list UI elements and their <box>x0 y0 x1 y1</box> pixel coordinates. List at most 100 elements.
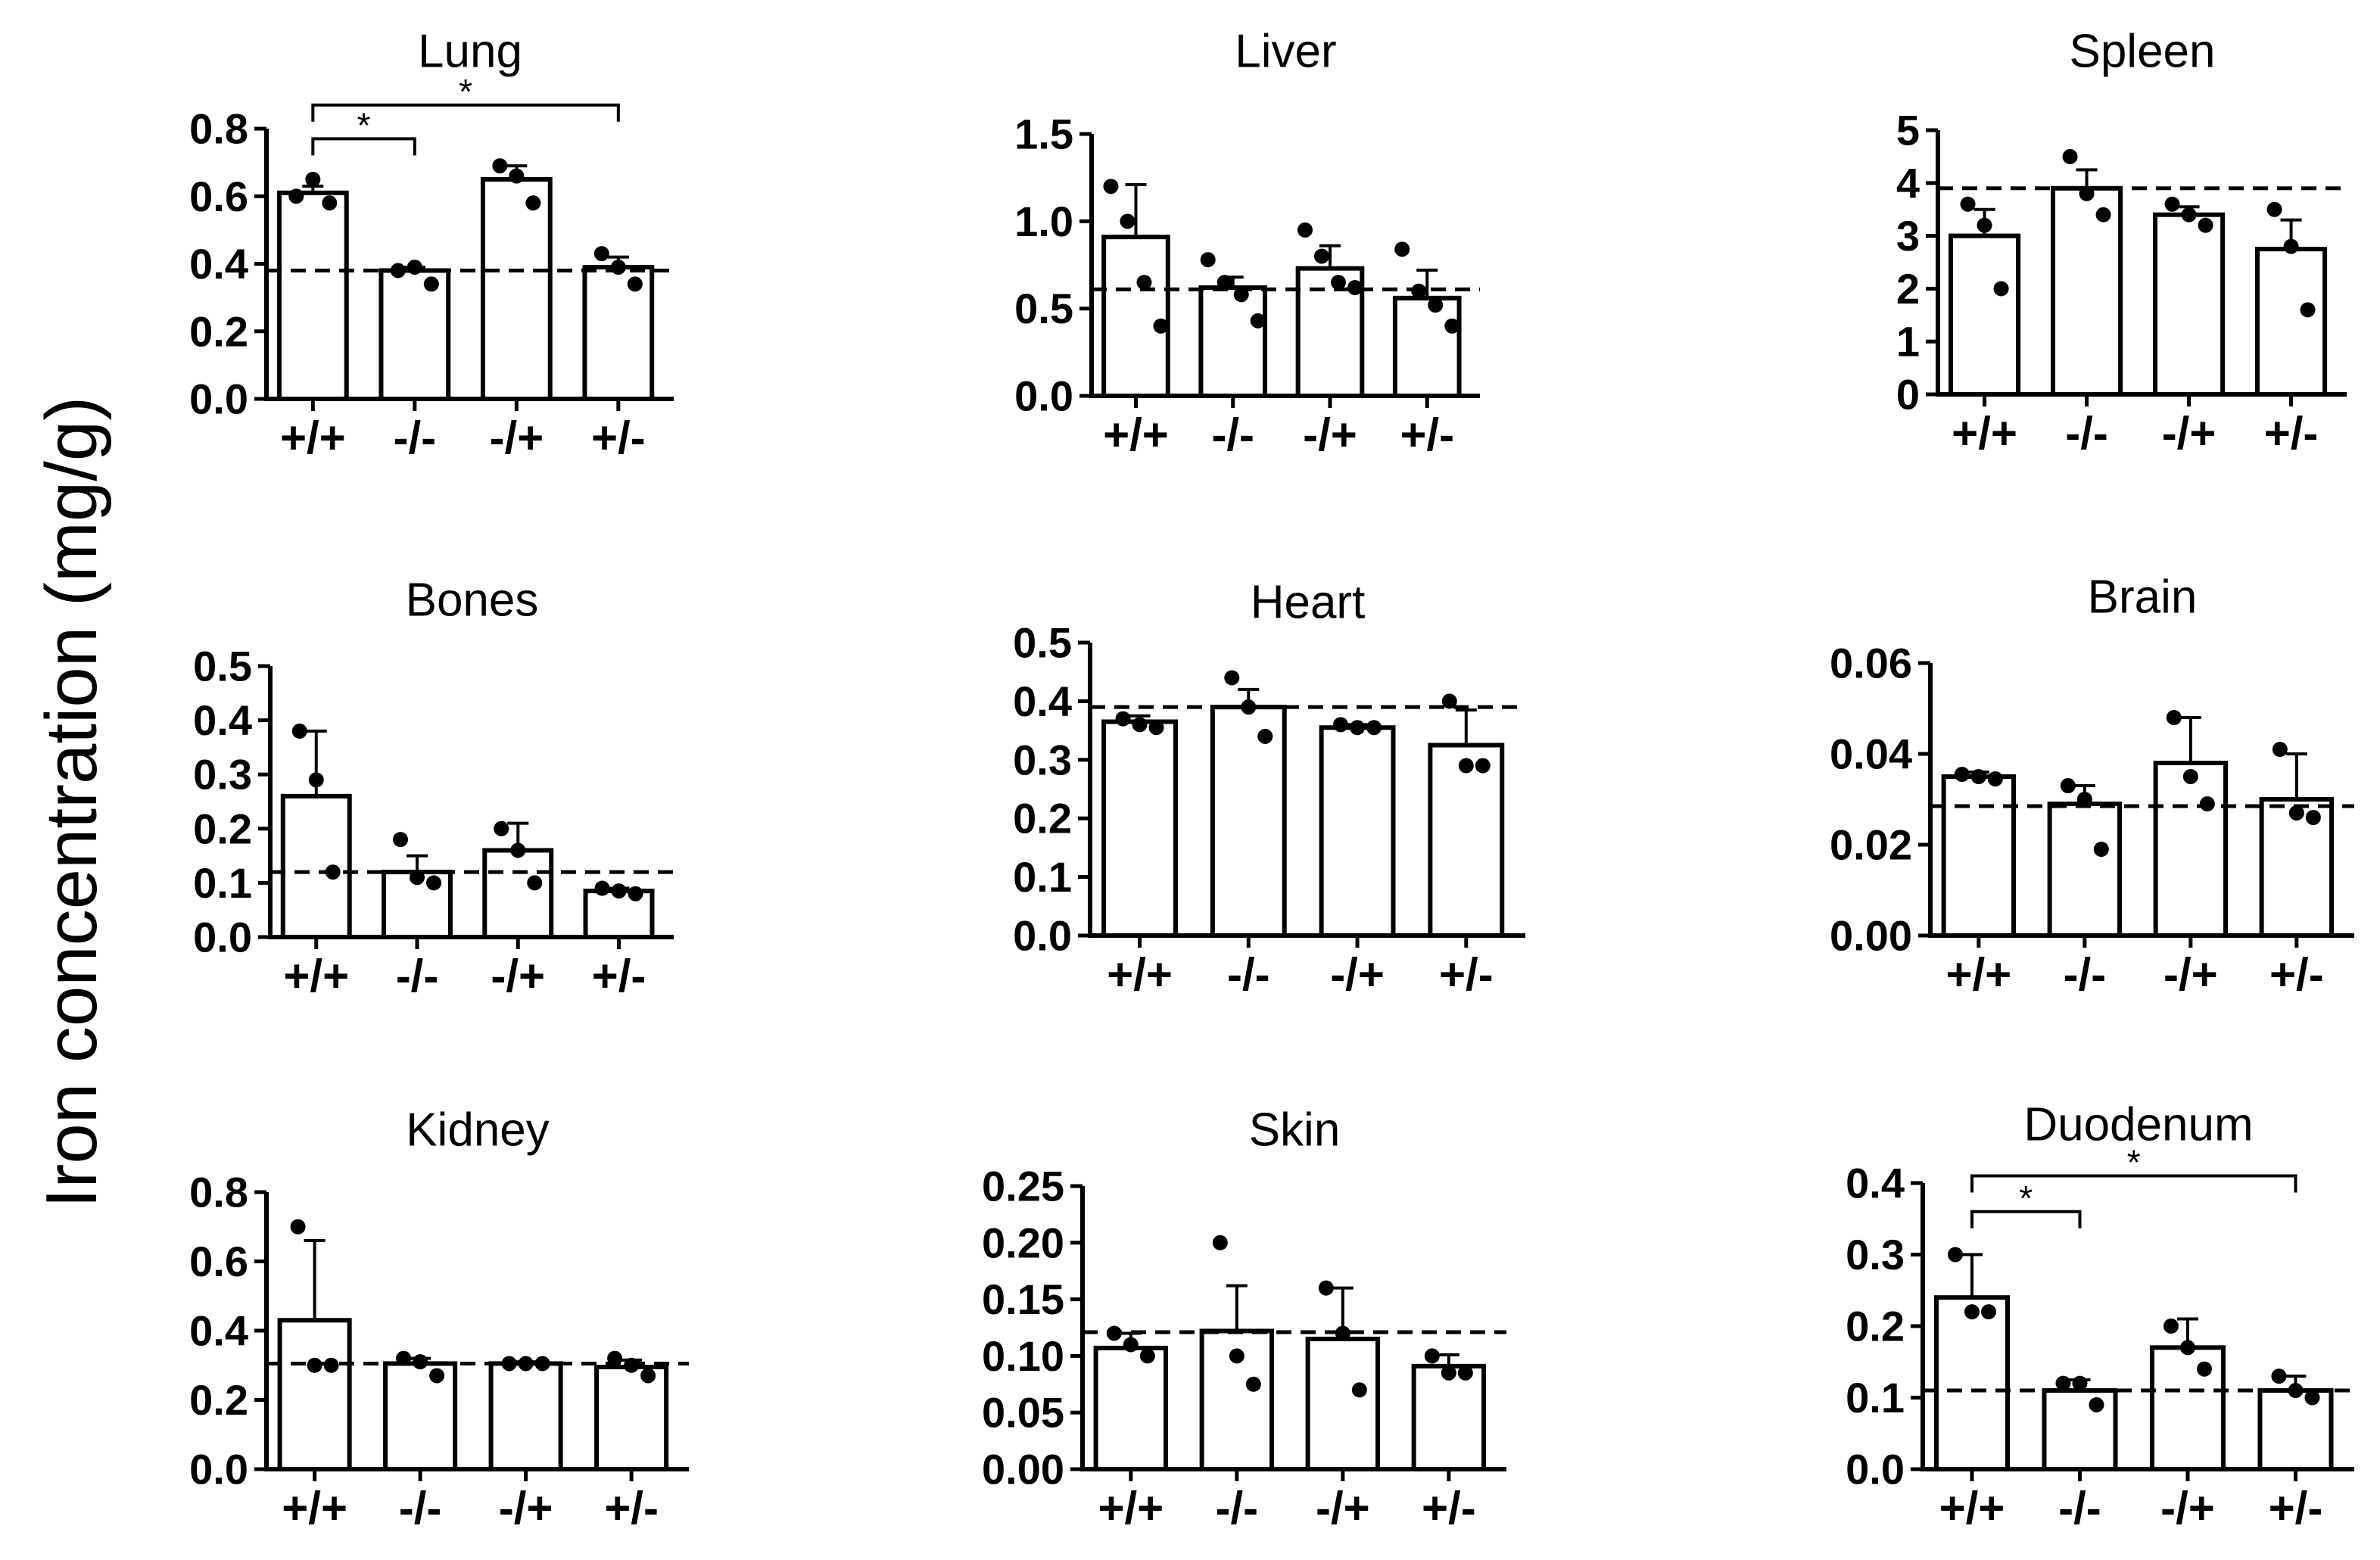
data-point <box>1257 728 1273 744</box>
data-point <box>627 276 643 292</box>
data-point <box>1424 1348 1440 1364</box>
data-point <box>628 886 643 901</box>
x-tick-label: +/- <box>592 951 646 1001</box>
data-point <box>290 1219 306 1235</box>
data-point <box>429 1368 445 1384</box>
bar <box>1093 1345 1169 1471</box>
y-tick-label: 0.00 <box>982 1446 1064 1493</box>
data-point <box>1441 693 1457 709</box>
y-tick-label: 0.4 <box>189 240 248 288</box>
significance-bracket <box>1970 1174 2297 1193</box>
bar <box>383 1361 458 1472</box>
x-tick-label: -/+ <box>499 1483 553 1534</box>
y-tick-label: 1 <box>1896 318 1920 366</box>
data-point <box>527 875 543 891</box>
data-point <box>525 195 541 211</box>
data-point <box>1297 222 1313 238</box>
data-point <box>1394 241 1410 257</box>
x-tick-label: +/- <box>604 1483 659 1534</box>
significance-bracket <box>311 103 620 122</box>
y-tick-label: 0.4 <box>193 696 252 744</box>
data-point <box>305 171 321 187</box>
chart-panel-spleen: Spleen 0 1 2 3 4 5 +/+ -/- -/+ +/- <box>1896 25 2347 459</box>
x-tick-label: +/+ <box>280 413 346 463</box>
y-tick-label: 0.15 <box>982 1275 1064 1323</box>
data-point <box>307 1357 322 1373</box>
bar <box>280 793 352 939</box>
data-point <box>1987 771 2003 786</box>
data-point <box>1347 279 1363 295</box>
x-tick-label: +/+ <box>1952 408 2017 459</box>
x-tick-label: -/- <box>2064 949 2107 1000</box>
y-tick-label: 0.0 <box>193 914 252 961</box>
data-point <box>322 195 338 211</box>
bar <box>488 1361 563 1472</box>
data-point <box>1318 1280 1334 1296</box>
bar <box>2255 247 2328 397</box>
data-point <box>2093 842 2109 857</box>
chart-panel-bones: Bones 0.0 0.1 0.2 0.3 0.4 0.5 +/+ -/- -/+ +/- <box>193 574 674 1001</box>
chart-title: Spleen <box>2069 25 2215 77</box>
y-tick-label: 0.1 <box>1846 1374 1905 1421</box>
bar <box>1941 774 2017 938</box>
data-point <box>1132 717 1148 733</box>
data-point <box>1977 217 1992 233</box>
data-point <box>1139 1348 1155 1364</box>
y-tick-label: 0.4 <box>189 1307 248 1355</box>
bar <box>2149 1345 2226 1471</box>
significance-label: * <box>2019 1179 2033 1218</box>
y-tick-label: 0.4 <box>1013 677 1072 725</box>
bar <box>2257 1388 2334 1472</box>
bar <box>2153 212 2226 397</box>
data-point <box>1350 720 1366 736</box>
bar <box>277 1318 352 1472</box>
chart-title: Duodenum <box>2023 1098 2253 1151</box>
y-tick-label: 0.1 <box>1013 853 1072 901</box>
data-point <box>518 1356 534 1372</box>
y-tick-label: 0.8 <box>189 1169 248 1216</box>
y-tick-label: 0.5 <box>1014 285 1073 332</box>
data-point <box>1153 318 1169 334</box>
data-point <box>2196 1361 2212 1377</box>
data-point <box>1458 758 1474 774</box>
data-point <box>2283 238 2299 254</box>
x-tick-label: -/- <box>394 413 437 463</box>
data-point <box>2199 796 2215 811</box>
data-point <box>1993 281 2009 297</box>
y-tick-label: 0.20 <box>982 1219 1064 1266</box>
y-tick-label: 0.06 <box>1830 640 1912 687</box>
bar <box>1198 285 1268 398</box>
x-tick-label: -/+ <box>2162 408 2216 459</box>
bar <box>2047 802 2123 938</box>
x-tick-label: -/+ <box>2160 1483 2215 1534</box>
data-point <box>1330 275 1346 291</box>
significance-label: * <box>2127 1143 2141 1182</box>
y-tick-label: 0.2 <box>193 805 252 852</box>
bar <box>1101 235 1170 398</box>
bar <box>1199 1328 1275 1472</box>
significance-bracket <box>1970 1210 2082 1228</box>
bar <box>2153 761 2229 938</box>
data-point <box>610 259 626 275</box>
y-tick-label: 0.0 <box>1846 1446 1905 1493</box>
data-point <box>2266 201 2282 217</box>
data-point <box>1115 711 1131 727</box>
y-tick-label: 0.10 <box>982 1332 1064 1380</box>
data-point <box>1351 1382 1367 1398</box>
x-tick-label: +/- <box>2269 949 2324 1000</box>
bar <box>1319 725 1396 938</box>
data-point <box>1970 769 1986 784</box>
data-point <box>2181 207 2197 223</box>
chart-title: Bones <box>406 574 539 626</box>
bar <box>1428 743 1505 939</box>
data-point <box>1200 252 1216 268</box>
data-point <box>2182 769 2198 784</box>
data-point <box>308 772 324 788</box>
data-point <box>492 158 508 174</box>
y-tick-label: 0.25 <box>982 1163 1064 1210</box>
bar <box>594 1365 669 1471</box>
x-tick-label: +/- <box>1422 1483 1476 1534</box>
chart-panel-heart: Heart 0.0 0.1 0.2 0.3 0.4 0.5 +/+ -/- -/+ +/- <box>1013 576 1525 1000</box>
data-point <box>2076 792 2092 807</box>
x-tick-label: +/- <box>2269 1483 2323 1534</box>
